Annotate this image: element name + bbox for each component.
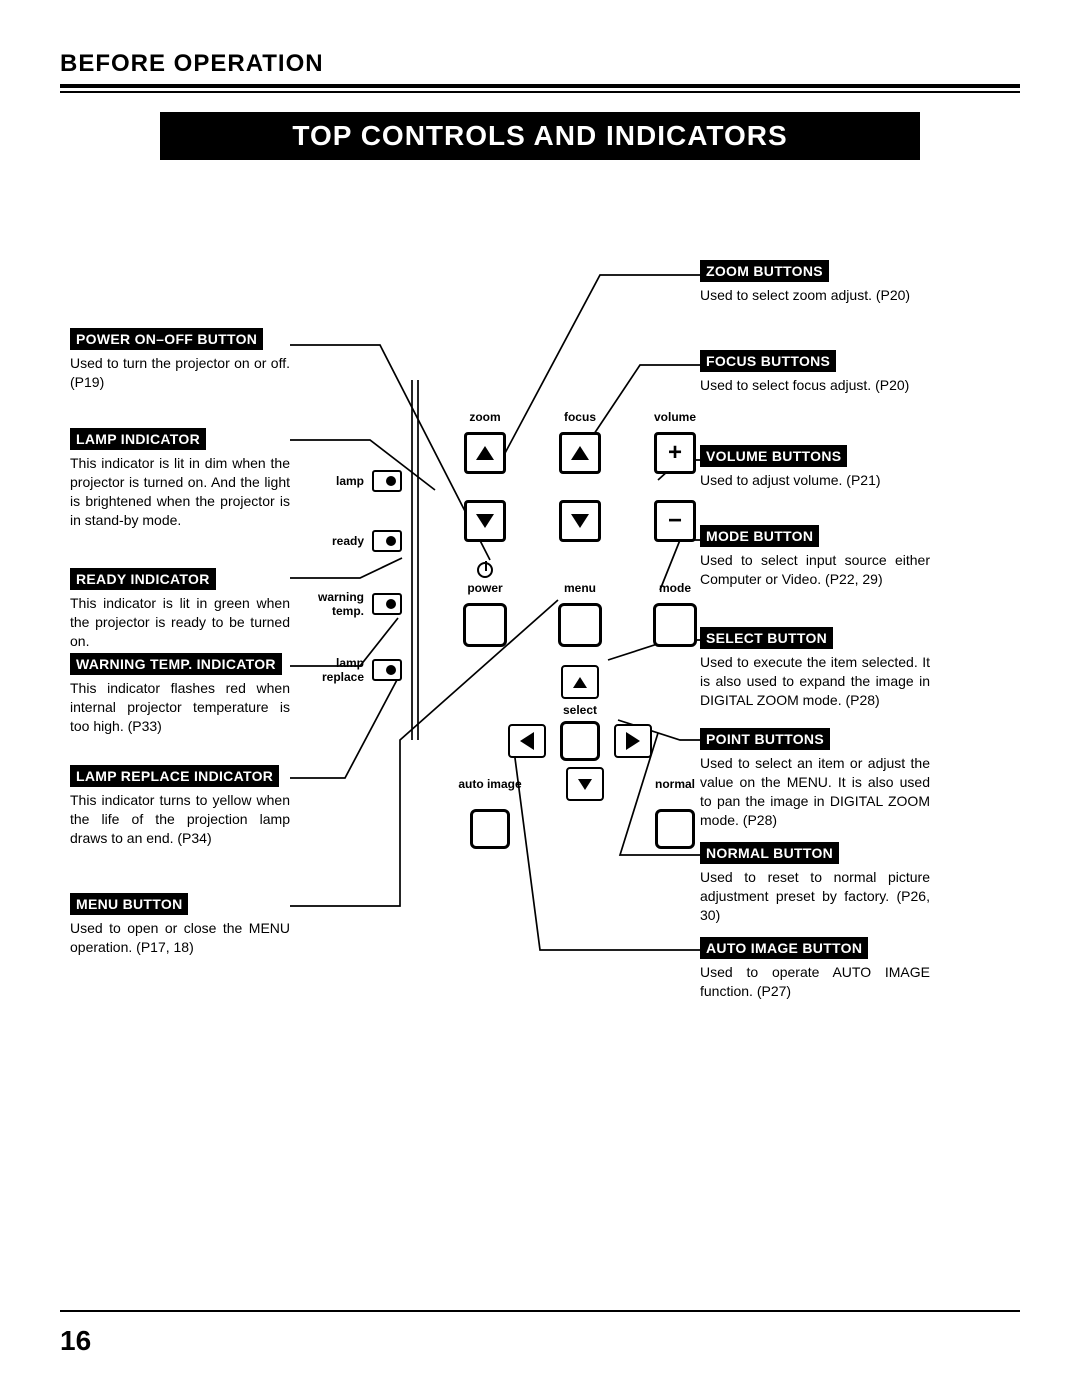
label-mode: MODE BUTTON [700, 525, 819, 547]
label-lamp: LAMP INDICATOR [70, 428, 206, 450]
normal-label: normal [640, 777, 710, 791]
point-right-button[interactable] [614, 724, 652, 758]
callout-focus: FOCUS BUTTONS Used to select focus adjus… [700, 350, 930, 395]
indicator-column: lamp ready warning temp. lamp replace [308, 470, 402, 684]
triangle-down-icon [476, 514, 494, 528]
text-normal: Used to reset to normal picture adjustme… [700, 868, 930, 925]
page-banner: TOP CONTROLS AND INDICATORS [160, 112, 920, 160]
focus-label: focus [545, 410, 615, 424]
text-zoom: Used to select zoom adjust. (P20) [700, 286, 930, 305]
control-panel: zoom focus volume [450, 410, 710, 857]
warning-led-icon [372, 593, 402, 615]
triangle-up-icon [573, 677, 587, 688]
mode-label: mode [640, 581, 710, 595]
callout-select: SELECT BUTTON Used to execute the item s… [700, 627, 930, 710]
panel-top-labels: zoom focus volume [450, 410, 710, 424]
volume-up-button[interactable] [654, 432, 696, 474]
point-left-button[interactable] [508, 724, 546, 758]
callout-replace: LAMP REPLACE INDICATOR This indicator tu… [70, 765, 290, 848]
text-point: Used to select an item or adjust the val… [700, 754, 930, 830]
point-down-button[interactable] [566, 767, 604, 801]
triangle-right-icon [626, 732, 640, 750]
triangle-left-icon [520, 732, 534, 750]
triangle-up-icon [476, 446, 494, 460]
label-ready: READY INDICATOR [70, 568, 216, 590]
select-button[interactable] [560, 721, 600, 761]
callout-point: POINT BUTTONS Used to select an item or … [700, 728, 930, 830]
mode-button[interactable] [653, 603, 697, 647]
text-ready: This indicator is lit in green when the … [70, 594, 290, 651]
text-auto: Used to operate AUTO IMAGE function. (P2… [700, 963, 930, 1001]
warning-indicator-label: warning temp. [308, 590, 364, 618]
select-label: select [450, 703, 710, 717]
ready-led-icon [372, 530, 402, 552]
focus-down-button[interactable] [559, 500, 601, 542]
label-volume: VOLUME BUTTONS [700, 445, 847, 467]
text-replace: This indicator turns to yellow when the … [70, 791, 290, 848]
footer-rule [60, 1310, 1020, 1312]
power-button[interactable] [463, 603, 507, 647]
replace-indicator: lamp replace [308, 656, 402, 684]
text-menu: Used to open or close the MENU operation… [70, 919, 290, 957]
diagram-area: POWER ON–OFF BUTTON Used to turn the pro… [60, 180, 1020, 1230]
label-focus: FOCUS BUTTONS [700, 350, 836, 372]
ready-indicator: ready [308, 530, 402, 552]
power-label: power [450, 562, 520, 595]
callout-warning: WARNING TEMP. INDICATOR This indicator f… [70, 653, 290, 736]
warning-indicator: warning temp. [308, 590, 402, 618]
text-focus: Used to select focus adjust. (P20) [700, 376, 930, 395]
callout-volume: VOLUME BUTTONS Used to adjust volume. (P… [700, 445, 930, 490]
lamp-indicator: lamp [308, 470, 402, 492]
text-power: Used to turn the projector on or off. (P… [70, 354, 290, 392]
callout-lamp: LAMP INDICATOR This indicator is lit in … [70, 428, 290, 530]
triangle-down-icon [578, 779, 592, 790]
callout-zoom: ZOOM BUTTONS Used to select zoom adjust.… [700, 260, 930, 305]
callout-mode: MODE BUTTON Used to select input source … [700, 525, 930, 589]
callout-ready: READY INDICATOR This indicator is lit in… [70, 568, 290, 651]
section-header: BEFORE OPERATION [60, 50, 1020, 88]
menu-button[interactable] [558, 603, 602, 647]
text-select: Used to execute the item selected. It is… [700, 653, 930, 710]
callout-power: POWER ON–OFF BUTTON Used to turn the pro… [70, 328, 290, 392]
label-point: POINT BUTTONS [700, 728, 830, 750]
callout-normal: NORMAL BUTTON Used to reset to normal pi… [700, 842, 930, 925]
text-lamp: This indicator is lit in dim when the pr… [70, 454, 290, 530]
callout-auto: AUTO IMAGE BUTTON Used to operate AUTO I… [700, 937, 930, 1001]
callout-menu: MENU BUTTON Used to open or close the ME… [70, 893, 290, 957]
zoom-up-button[interactable] [464, 432, 506, 474]
label-power: POWER ON–OFF BUTTON [70, 328, 263, 350]
normal-button[interactable] [655, 809, 695, 849]
focus-up-button[interactable] [559, 432, 601, 474]
ready-indicator-label: ready [308, 534, 364, 548]
power-icon [477, 562, 493, 578]
point-up-button[interactable] [561, 665, 599, 699]
lamp-led-icon [372, 470, 402, 492]
volume-label: volume [640, 410, 710, 424]
lamp-indicator-label: lamp [308, 474, 364, 488]
triangle-down-icon [571, 514, 589, 528]
label-select: SELECT BUTTON [700, 627, 833, 649]
triangle-up-icon [571, 446, 589, 460]
label-warning: WARNING TEMP. INDICATOR [70, 653, 282, 675]
replace-led-icon [372, 659, 402, 681]
auto-image-button[interactable] [470, 809, 510, 849]
text-mode: Used to select input source either Compu… [700, 551, 930, 589]
replace-indicator-label: lamp replace [308, 656, 364, 684]
text-volume: Used to adjust volume. (P21) [700, 471, 930, 490]
label-replace: LAMP REPLACE INDICATOR [70, 765, 279, 787]
text-warning: This indicator flashes red when internal… [70, 679, 290, 736]
label-menu: MENU BUTTON [70, 893, 188, 915]
volume-down-button[interactable] [654, 500, 696, 542]
menu-label: menu [545, 581, 615, 595]
power-label-text: power [467, 581, 502, 595]
label-normal: NORMAL BUTTON [700, 842, 839, 864]
label-auto: AUTO IMAGE BUTTON [700, 937, 868, 959]
auto-image-label: auto image [450, 777, 530, 791]
zoom-label: zoom [450, 410, 520, 424]
zoom-down-button[interactable] [464, 500, 506, 542]
label-zoom: ZOOM BUTTONS [700, 260, 829, 282]
page-number: 16 [60, 1325, 91, 1357]
